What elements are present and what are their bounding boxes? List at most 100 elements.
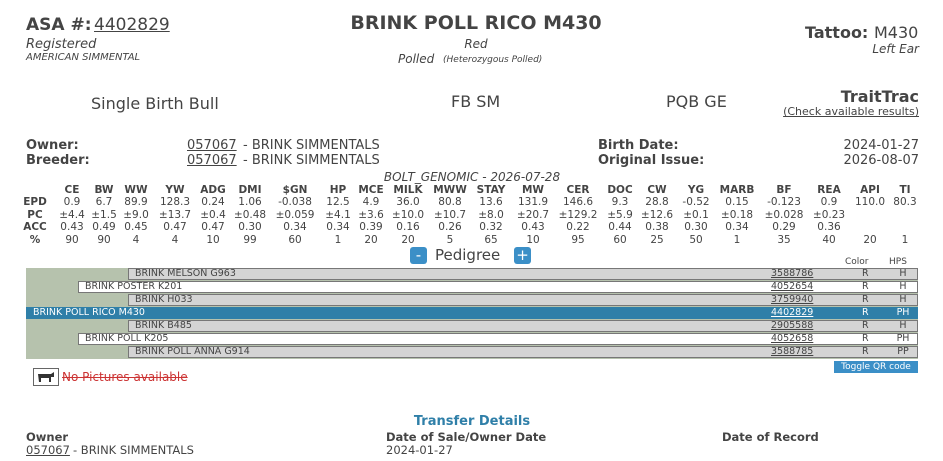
pedigree-number: 4052658 (771, 333, 814, 344)
epd-column-header: REA (817, 184, 841, 196)
epd-value: 10 (526, 233, 540, 246)
epd-column-header: MW (521, 184, 545, 196)
epd-value: 60 (288, 233, 302, 246)
epd-column-header: DOC (607, 184, 633, 196)
epd-value: 0.34 (326, 221, 350, 233)
epd-value: 0.43 (521, 221, 545, 233)
birth-date: 2024-01-27 (843, 138, 919, 153)
pedigree-number: 3588786 (771, 268, 814, 279)
epd-value: ±12.6 (640, 208, 674, 221)
epd-value: 35 (777, 233, 791, 246)
pedigree-row[interactable] (128, 294, 918, 306)
owner-name: - BRINK SIMMENTALS (243, 138, 380, 153)
epd-value: 110.0 (854, 196, 886, 208)
epd-value: 0.47 (201, 221, 225, 233)
epd-value: 80.8 (438, 196, 462, 208)
breeder-id[interactable]: 057067 (187, 153, 237, 168)
transfer-owner-header: Owner (26, 430, 69, 444)
epd-value: 5 (446, 233, 454, 246)
epd-column-header: YW (165, 184, 185, 196)
epd-value: 20 (863, 233, 877, 246)
epd-value: 50 (689, 233, 703, 246)
epd-column-header: CER (566, 184, 590, 196)
pedigree-row[interactable] (26, 307, 918, 319)
epd-value: 0.45 (124, 221, 148, 233)
transfer-title: Transfer Details (413, 414, 531, 429)
epd-value: ±9.0 (123, 208, 149, 221)
registered: Registered (26, 37, 97, 52)
epd-value: 0.9 (820, 196, 838, 208)
epd-value: ±20.7 (516, 208, 550, 221)
epd-value: 4 (171, 233, 179, 246)
epd-value: ±10.0 (391, 208, 425, 221)
epd-value: ±0.23 (812, 208, 846, 221)
epd-value: 0.44 (608, 221, 632, 233)
epd-value: 128.3 (159, 196, 191, 208)
pedigree-name: BRINK H033 (135, 294, 193, 305)
epd-value: 0.9 (63, 196, 81, 208)
pedigree-row[interactable] (78, 281, 918, 293)
tattoo: M430 (874, 23, 919, 42)
pedigree-number: 2905588 (771, 320, 814, 331)
epd-value: 40 (822, 233, 836, 246)
epd-column-header: BW (94, 184, 114, 196)
pedigree-row[interactable] (78, 333, 918, 345)
collapse-button[interactable]: - (410, 247, 427, 264)
epd-title: BOLT_GENOMIC - 2026-07-28 (383, 170, 561, 184)
epd-value: 12.5 (326, 196, 350, 208)
epd-value: 0.34 (283, 221, 307, 233)
epd-value: -0.038 (278, 196, 312, 208)
color-header: Color (845, 257, 869, 267)
transfer-record-header: Date of Record (722, 430, 819, 444)
qr-toggle[interactable]: Toggle QR code (834, 361, 918, 373)
transfer-owner-id[interactable]: 057067 (26, 443, 70, 457)
epd-value: ±8.0 (478, 208, 504, 221)
pedigree-color: R (862, 307, 869, 318)
pedigree-row[interactable] (128, 268, 918, 280)
traittrac-link[interactable]: (Check available results) (783, 105, 919, 118)
pedigree-name: BRINK B485 (135, 320, 192, 331)
epd-column-header: MILK (393, 184, 423, 196)
epd-value: ±129.2 (558, 208, 598, 221)
pedigree-number: 3759940 (771, 294, 814, 305)
epd-value: 0.30 (684, 221, 708, 233)
epd-value: 0.34 (725, 221, 749, 233)
epd-value: 0.32 (479, 221, 503, 233)
pedigree-hps: H (899, 281, 907, 292)
transfer-date-header: Date of Sale/Owner Date (386, 430, 547, 444)
epd-value: 10 (206, 233, 220, 246)
epd-value: 60 (613, 233, 627, 246)
asa-number[interactable]: 4402829 (94, 15, 170, 35)
epd-column-header: MCE (358, 184, 384, 196)
pedigree-row[interactable] (128, 346, 918, 358)
pedigree-color: R (862, 268, 869, 279)
pedigree-hps: H (899, 294, 907, 305)
epd-value: 0.29 (772, 221, 796, 233)
fb: FB SM (451, 92, 501, 111)
transfer-owner-name: - BRINK SIMMENTALS (73, 443, 194, 457)
epd-value: 89.9 (124, 196, 148, 208)
animal-color: Red (464, 37, 488, 51)
epd-column-header: CE (64, 184, 80, 196)
pedigree-name: BRINK POSTER K201 (85, 281, 183, 292)
epd-value: 131.9 (517, 196, 549, 208)
owner-id[interactable]: 057067 (187, 138, 237, 153)
epd-row-label: PC (27, 208, 43, 221)
pedigree-hps: PH (896, 307, 910, 318)
breed: AMERICAN SIMMENTAL (26, 52, 141, 63)
no-pictures: No Pictures available (62, 370, 188, 384)
epd-value: 36.0 (396, 196, 420, 208)
pedigree-hps: PP (897, 346, 909, 357)
pedigree-row[interactable] (128, 320, 918, 332)
asa-label: ASA #: (26, 15, 92, 35)
epd-value: 0.49 (92, 221, 116, 233)
epd-value: 13.6 (479, 196, 503, 208)
epd-value: 1 (901, 233, 909, 246)
animal-name: BRINK POLL RICO M430 (350, 12, 602, 34)
epd-value: 65 (484, 233, 498, 246)
pedigree-name: BRINK POLL RICO M430 (33, 307, 145, 318)
expand-button[interactable]: + (514, 247, 531, 264)
epd-value: 90 (97, 233, 111, 246)
epd-value: ±0.18 (720, 208, 754, 221)
epd-value: ±0.1 (683, 208, 709, 221)
